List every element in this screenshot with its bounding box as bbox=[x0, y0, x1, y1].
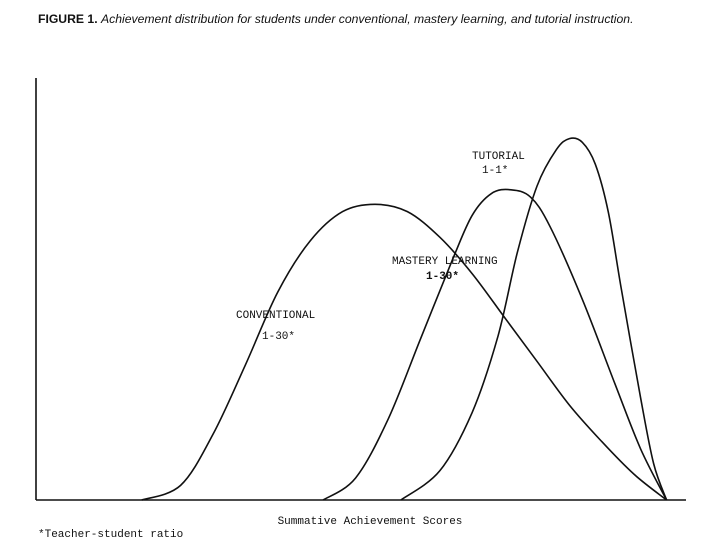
curve-mastery-learning bbox=[322, 188, 668, 501]
figure-caption: FIGURE 1. Achievement distribution for s… bbox=[38, 12, 698, 27]
curve-tutorial bbox=[400, 137, 668, 501]
label-mastery-name: MASTERY LEARNING bbox=[392, 256, 498, 268]
footnote: *Teacher-student ratio bbox=[38, 529, 184, 541]
label-conventional-ratio: 1-30* bbox=[262, 331, 295, 343]
curve-conventional bbox=[141, 203, 668, 501]
figure-caption-text: Achievement distribution for students un… bbox=[100, 12, 634, 26]
label-conventional-name: CONVENTIONAL bbox=[236, 310, 315, 322]
label-mastery-ratio: 1-30* bbox=[426, 271, 459, 283]
label-tutorial-name: TUTORIAL bbox=[472, 151, 525, 163]
x-axis-title: Summative Achievement Scores bbox=[278, 516, 463, 528]
label-tutorial-ratio: 1-1* bbox=[482, 165, 508, 177]
figure-label: FIGURE 1. bbox=[38, 12, 98, 26]
